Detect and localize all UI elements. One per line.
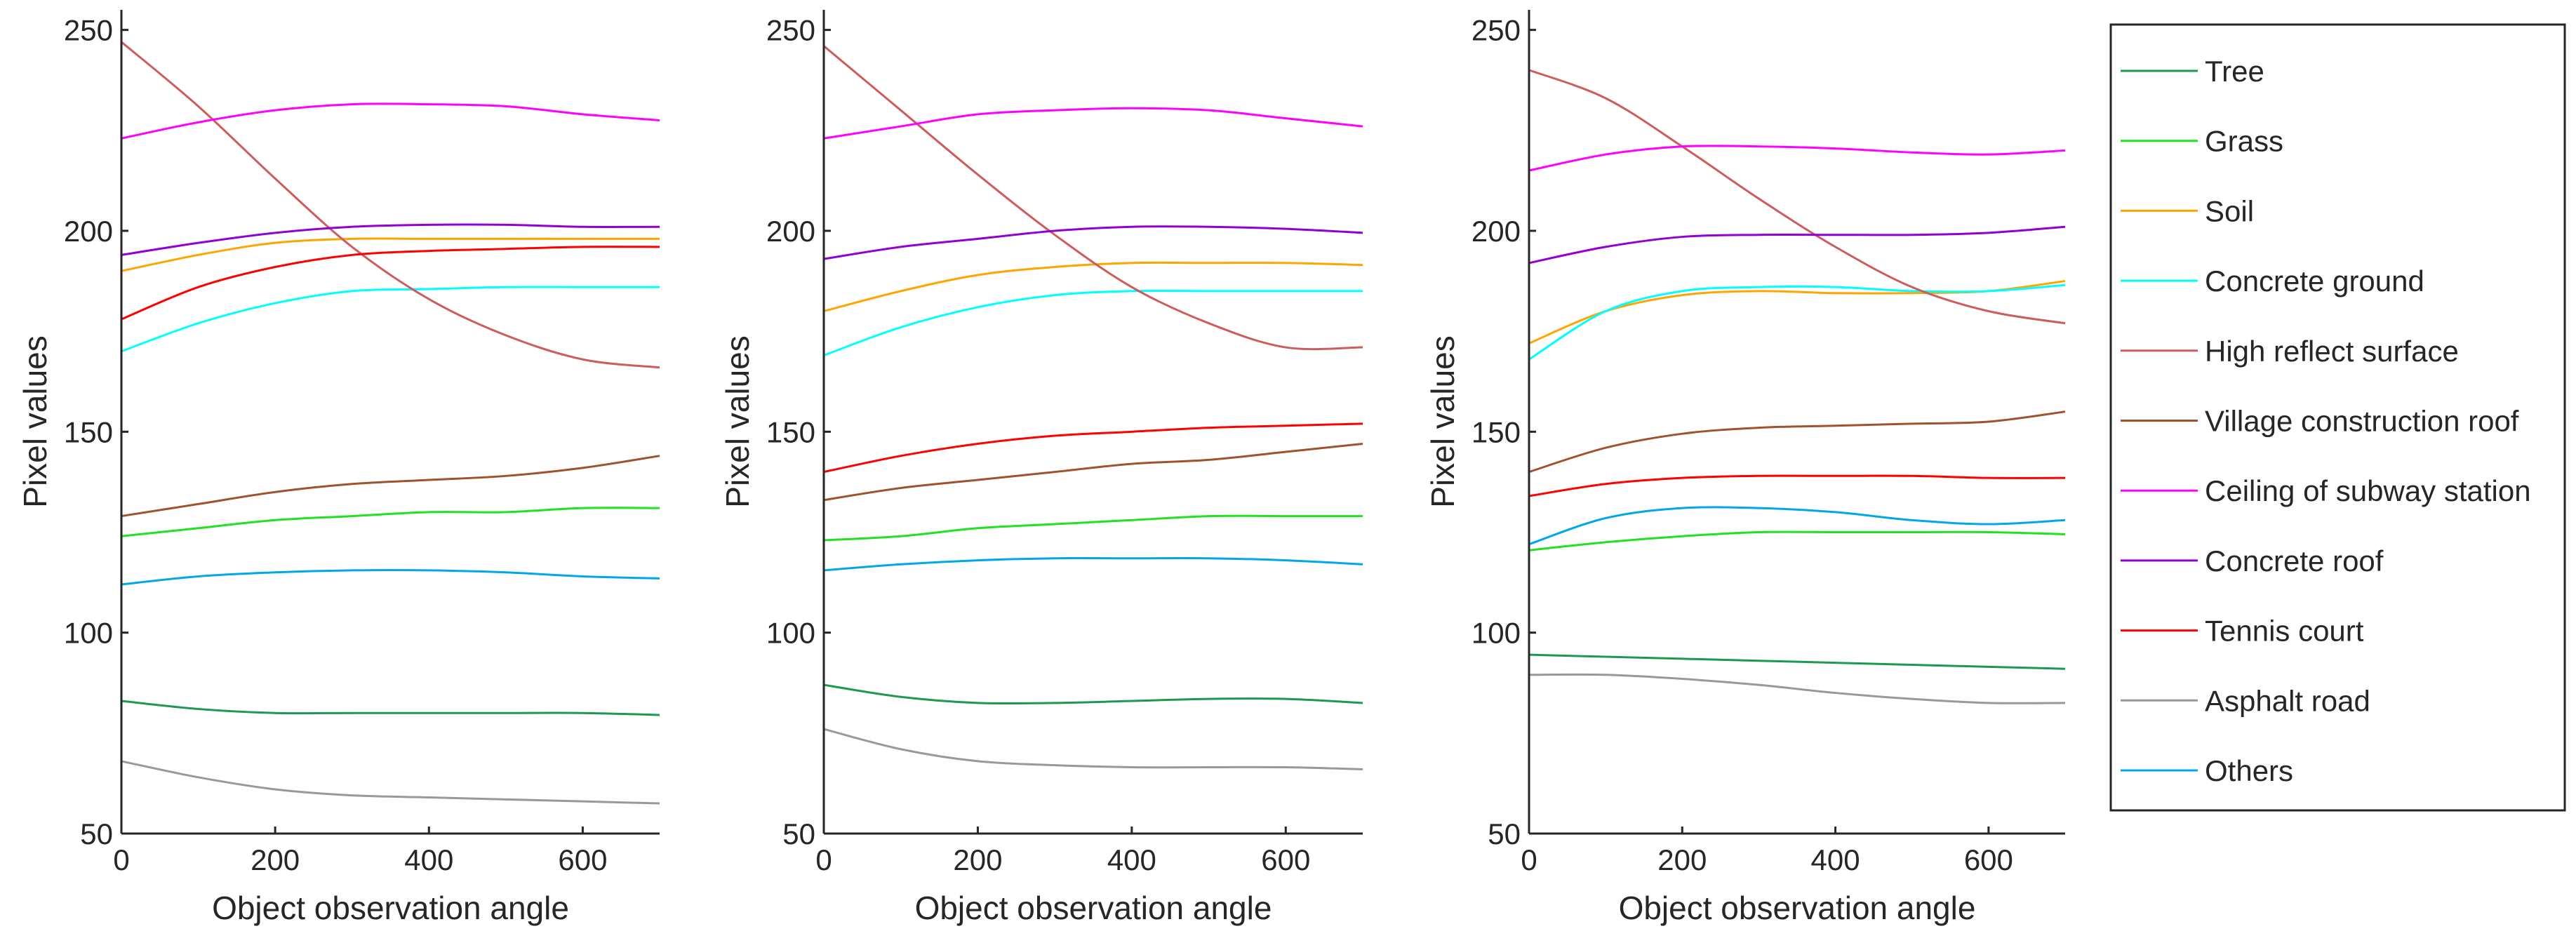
series-line: [1528, 283, 2066, 361]
legend-label: Concrete roof: [2205, 544, 2384, 577]
series-line: [121, 41, 660, 369]
series-line: [823, 225, 1363, 260]
y-axis-label: Pixel values: [719, 335, 756, 507]
series-line: [121, 223, 660, 256]
x-tick-label: 600: [558, 843, 607, 876]
series-line: [823, 107, 1363, 140]
y-tick-label: 150: [766, 415, 815, 448]
legend-label: High reflect surface: [2205, 335, 2459, 368]
y-tick-label: 250: [766, 14, 815, 47]
series-line: [1528, 145, 2066, 172]
legend-label: Asphalt road: [2205, 684, 2370, 717]
series-line: [823, 683, 1363, 705]
y-tick-label: 250: [1471, 14, 1521, 47]
x-axis-label: Object observation angle: [915, 890, 1272, 926]
series-line: [121, 246, 660, 321]
series-line: [121, 286, 660, 353]
x-tick-label: 400: [1811, 843, 1860, 876]
y-tick-label: 50: [1488, 817, 1521, 850]
series-line: [1528, 474, 2066, 497]
y-tick-label: 50: [80, 817, 113, 850]
series-line: [823, 45, 1363, 351]
x-axis-label: Object observation angle: [1619, 890, 1976, 926]
series-line: [1528, 69, 2066, 325]
y-tick-label: 150: [64, 415, 113, 448]
x-tick-label: 400: [404, 843, 453, 876]
x-tick-label: 0: [815, 843, 832, 876]
y-tick-label: 150: [1471, 415, 1521, 448]
y-tick-label: 100: [1471, 617, 1521, 650]
series-line: [121, 102, 660, 140]
series-line: [121, 237, 660, 272]
series-line: [1528, 225, 2066, 265]
series-line: [823, 289, 1363, 356]
y-axis-label: Pixel values: [1424, 335, 1461, 507]
y-tick-label: 100: [64, 617, 113, 650]
legend-label: Tennis court: [2205, 615, 2364, 648]
x-tick-label: 200: [251, 843, 300, 876]
x-tick-label: 0: [113, 843, 129, 876]
x-tick-label: 200: [953, 843, 1002, 876]
legend-label: Ceiling of subway station: [2205, 474, 2531, 507]
legend-label: Soil: [2205, 194, 2254, 227]
series-line: [1528, 673, 2066, 704]
series-line: [1528, 506, 2066, 546]
series-line: [823, 728, 1363, 770]
legend-label: Others: [2205, 754, 2293, 787]
series-line: [823, 261, 1363, 312]
legend-box: [2109, 23, 2566, 812]
series-line: [121, 455, 660, 518]
legend-label: Village construction roof: [2205, 405, 2519, 438]
series-line: [121, 700, 660, 716]
legend-label: Grass: [2205, 125, 2283, 158]
y-tick-label: 250: [64, 14, 113, 47]
series-line: [1528, 653, 2066, 670]
x-tick-label: 600: [1964, 843, 2013, 876]
x-tick-label: 600: [1261, 843, 1310, 876]
series-line: [121, 760, 660, 805]
x-tick-label: 200: [1657, 843, 1707, 876]
y-tick-label: 100: [766, 617, 815, 650]
x-tick-label: 400: [1107, 843, 1156, 876]
y-tick-label: 200: [64, 215, 113, 248]
y-axis-label: Pixel values: [17, 335, 53, 507]
series-line: [121, 569, 660, 586]
y-tick-label: 200: [1471, 215, 1521, 248]
series-line: [823, 443, 1363, 502]
legend-label: Tree: [2205, 55, 2264, 88]
series-line: [823, 514, 1363, 542]
series-line: [1528, 410, 2066, 474]
y-tick-label: 50: [782, 817, 815, 850]
series-line: [121, 507, 660, 537]
series-line: [823, 557, 1363, 572]
legend-label: Concrete ground: [2205, 265, 2424, 297]
x-axis-label: Object observation angle: [212, 890, 569, 926]
series-line: [1528, 530, 2066, 551]
series-line: [823, 422, 1363, 474]
y-tick-label: 200: [766, 215, 815, 248]
x-tick-label: 0: [1521, 843, 1537, 876]
